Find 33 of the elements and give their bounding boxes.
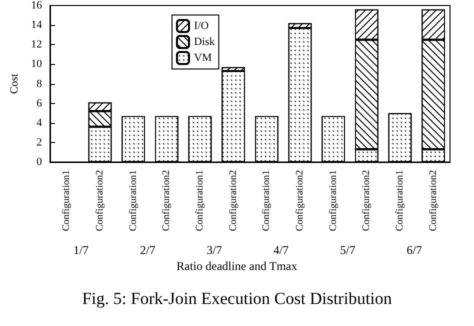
text: 1/7 — [73, 243, 89, 257]
y-axis-title: Cost — [8, 74, 20, 94]
x-axis-title: Ratio deadline and Tmax — [176, 259, 298, 273]
x-tick-label: Configuration1 — [394, 170, 406, 232]
text: Fig. 5: Fork-Join Execution Cost Distribution — [82, 289, 392, 308]
x-tick-label: Configuration1 — [328, 170, 339, 232]
x-tick-label: Configuration1 — [61, 170, 72, 232]
y-tick-label: 4 — [36, 116, 42, 129]
x-tick-label: Configuration1 — [128, 170, 139, 232]
legend-label: VM — [194, 52, 212, 64]
x-tick-label: Configuration2 — [428, 170, 439, 232]
x-tick-label: Configuration1 — [261, 170, 272, 232]
legend-label: I/O — [194, 20, 209, 32]
y-tick-label: 0 — [36, 156, 42, 168]
x-tick-label: Configuration2 — [161, 170, 172, 232]
text: 4/7 — [273, 243, 289, 257]
y-tick-label: 8 — [36, 78, 42, 90]
x-tick-label: Configuration2 — [294, 170, 306, 232]
y-tick-label: 6 — [36, 97, 42, 110]
y-tick-label: 2 — [36, 136, 42, 148]
y-tick-label: 10 — [31, 58, 42, 70]
text: 3/7 — [206, 243, 222, 257]
legend-label: Disk — [194, 36, 216, 48]
y-tick-label: 14 — [31, 19, 42, 32]
text: 2/7 — [140, 243, 156, 257]
y-tick-label: 12 — [31, 38, 42, 51]
x-tick-label: Configuration2 — [361, 170, 372, 232]
y-tick-label: 16 — [31, 0, 42, 12]
x-tick-label: Configuration2 — [228, 170, 239, 232]
x-tick-label: Configuration1 — [194, 170, 206, 232]
text: 6/7 — [406, 243, 422, 257]
text: 5/7 — [340, 243, 356, 257]
x-tick-label: Configuration2 — [94, 170, 106, 232]
